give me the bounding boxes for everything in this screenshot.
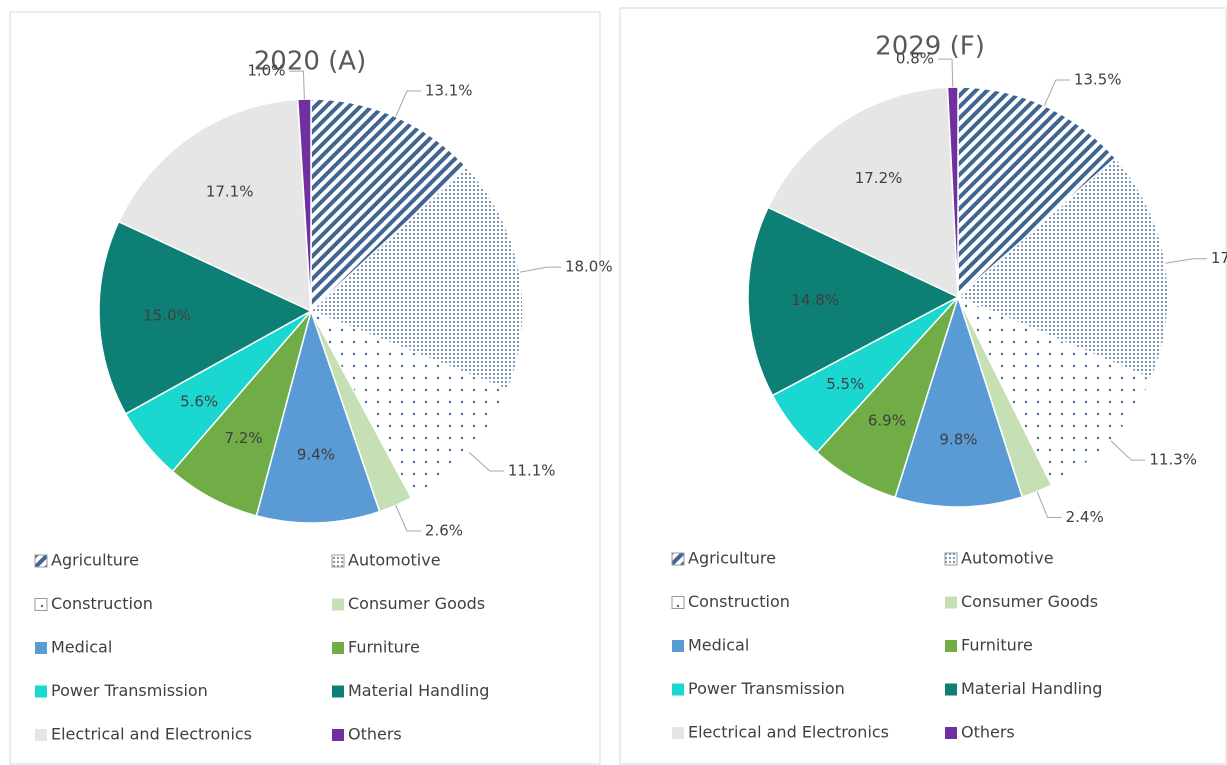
legend-swatch [944, 552, 958, 566]
legend-label: Construction [688, 592, 790, 611]
legend-label: Furniture [348, 638, 420, 657]
data-label: 6.9% [868, 411, 906, 429]
pie-slice [767, 86, 959, 299]
pie-slice [957, 86, 1117, 299]
legend-swatch [945, 727, 957, 739]
legend-swatch [945, 596, 957, 609]
legend-label: Others [961, 723, 1015, 742]
legend-label: Medical [51, 638, 112, 657]
leader-line [1165, 258, 1207, 264]
legend-label: Automotive [961, 549, 1054, 568]
legend-swatch [332, 729, 344, 741]
legend-label: Material Handling [961, 679, 1102, 698]
legend-label: Automotive [348, 551, 441, 570]
legend-label: Construction [51, 594, 153, 613]
data-label: 13.1% [425, 81, 473, 99]
pie-slice [117, 98, 312, 313]
legend-label: Consumer Goods [961, 592, 1098, 611]
legend-label: Agriculture [688, 549, 776, 568]
data-label: 17.9% [1211, 249, 1227, 267]
legend-swatch [35, 642, 47, 654]
data-label: 13.5% [1074, 71, 1122, 89]
legend-label: Others [348, 725, 402, 744]
legend-swatch [332, 598, 344, 611]
leader-line [938, 58, 954, 88]
legend-swatch [672, 727, 684, 739]
legend-swatch [672, 683, 684, 696]
legend-swatch [332, 642, 344, 654]
legend-swatch [945, 683, 957, 696]
data-label: 7.2% [225, 429, 263, 447]
data-label: 11.3% [1149, 451, 1197, 469]
legend-swatch [671, 552, 685, 566]
leader-line [1110, 440, 1146, 461]
legend-swatch [34, 598, 48, 611]
legend-label: Medical [688, 636, 749, 655]
pie-slice [956, 295, 1153, 487]
legend-swatch [332, 685, 344, 698]
legend-label: Power Transmission [51, 681, 208, 700]
chart-title: 2029 (F) [875, 32, 985, 62]
pie-slice [747, 206, 960, 397]
data-label: 18.0% [565, 258, 613, 276]
data-label: 15.0% [143, 307, 191, 325]
pie-slice [894, 294, 1024, 508]
leader-line [1043, 79, 1070, 106]
legend-swatch [34, 554, 48, 568]
data-label: 14.8% [791, 291, 839, 309]
pie-slice [255, 308, 381, 524]
legend-label: Material Handling [348, 681, 489, 700]
legend-label: Consumer Goods [348, 594, 485, 613]
data-label: 5.5% [826, 375, 864, 393]
legend-swatch [331, 554, 345, 568]
legend-label: Electrical and Electronics [51, 725, 252, 744]
data-label: 9.4% [297, 446, 335, 464]
pie-slice [310, 98, 468, 313]
pie-slice [98, 220, 313, 415]
leader-line [289, 70, 305, 100]
leader-line [468, 451, 504, 472]
data-label: 0.8% [896, 50, 934, 68]
legend-label: Power Transmission [688, 679, 845, 698]
data-label: 2.4% [1066, 508, 1104, 526]
leader-line [395, 505, 421, 532]
panel [619, 7, 1227, 765]
panel [9, 11, 601, 765]
data-label: 11.1% [508, 461, 556, 479]
legend-swatch [671, 596, 685, 609]
legend-swatch [35, 729, 47, 741]
legend-label: Agriculture [51, 551, 139, 570]
leader-line [1036, 491, 1062, 518]
data-label: 9.8% [939, 430, 977, 448]
legend-swatch [945, 640, 957, 652]
pie-slice [296, 98, 312, 312]
data-label: 5.6% [180, 392, 218, 410]
leader-line [395, 90, 421, 117]
chart-title: 2020 (A) [254, 47, 367, 77]
data-label: 17.1% [206, 182, 254, 200]
data-label: 2.6% [425, 522, 463, 540]
leader-line [519, 266, 561, 273]
legend-swatch [35, 685, 47, 698]
pie-slice [309, 309, 509, 499]
legend-swatch [672, 640, 684, 652]
legend-label: Furniture [961, 636, 1033, 655]
data-label: 17.2% [855, 169, 903, 187]
legend-label: Electrical and Electronics [688, 723, 889, 742]
data-label: 1.0% [247, 62, 285, 80]
